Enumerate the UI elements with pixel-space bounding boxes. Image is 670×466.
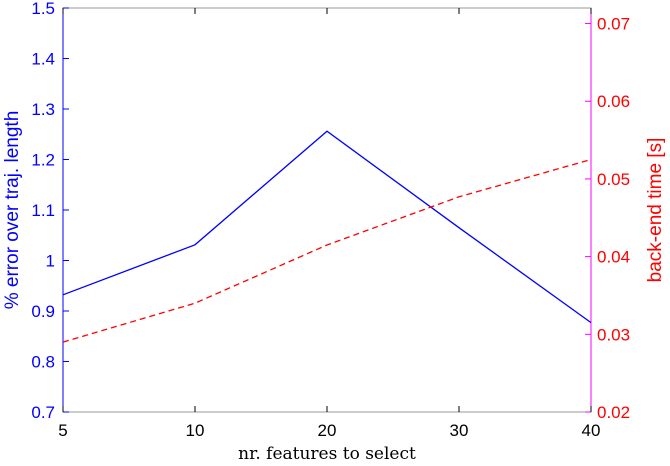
right-tick-label: 0.02 — [597, 403, 630, 422]
left-tick-label: 1.1 — [31, 201, 55, 220]
right-tick-label: 0.06 — [597, 92, 630, 111]
x-axis-label: nr. features to select — [238, 444, 416, 464]
x-tick-label: 10 — [186, 421, 205, 440]
left-tick-label: 1.3 — [31, 100, 55, 119]
left-tick-label: 0.7 — [31, 403, 55, 422]
left-tick-label: 1 — [46, 252, 55, 271]
left-tick-label: 1.4 — [31, 50, 55, 69]
right-tick-label: 0.04 — [597, 248, 630, 267]
right-tick-label: 0.05 — [597, 170, 630, 189]
series-layer — [62, 130, 592, 343]
x-tick-label: 40 — [582, 421, 601, 440]
x-axis-ticks: 5 10 20 30 40 — [58, 8, 600, 440]
error-series-line — [62, 130, 592, 324]
left-axis-label: % error over traj. length — [2, 111, 23, 310]
left-axis-ticks: 0.7 0.8 0.9 1 1.1 1.2 1.3 1.4 1.5 — [31, 0, 69, 422]
time-series-line — [62, 158, 592, 343]
left-tick-label: 1.2 — [31, 151, 55, 170]
x-tick-label: 5 — [58, 421, 67, 440]
x-tick-label: 20 — [318, 421, 337, 440]
right-axis-ticks: 0.02 0.03 0.04 0.05 0.06 0.07 — [585, 15, 630, 422]
left-tick-label: 1.5 — [31, 0, 55, 18]
right-tick-label: 0.07 — [597, 15, 630, 34]
left-tick-label: 0.9 — [31, 302, 55, 321]
right-axis-label: back-end time [s] — [645, 138, 666, 283]
x-tick-label: 30 — [450, 421, 469, 440]
right-tick-label: 0.03 — [597, 325, 630, 344]
plot-frame — [62, 7, 592, 413]
left-tick-label: 0.8 — [31, 353, 55, 372]
